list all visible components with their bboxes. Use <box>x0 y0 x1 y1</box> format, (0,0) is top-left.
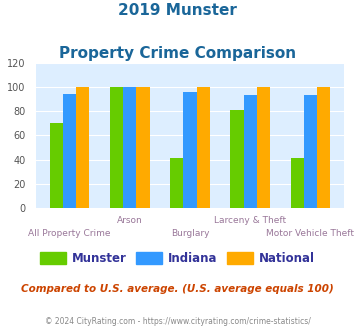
Bar <box>257 87 270 208</box>
Bar <box>63 94 76 208</box>
Bar <box>170 158 183 208</box>
Text: Property Crime Comparison: Property Crime Comparison <box>59 46 296 61</box>
Text: Burglary: Burglary <box>171 229 209 238</box>
Bar <box>230 110 244 208</box>
Bar <box>183 92 197 208</box>
Text: © 2024 CityRating.com - https://www.cityrating.com/crime-statistics/: © 2024 CityRating.com - https://www.city… <box>45 317 310 326</box>
Bar <box>123 87 136 208</box>
Text: All Property Crime: All Property Crime <box>28 229 111 238</box>
Legend: Munster, Indiana, National: Munster, Indiana, National <box>36 247 320 269</box>
Text: Arson: Arson <box>117 216 143 225</box>
Text: Motor Vehicle Theft: Motor Vehicle Theft <box>267 229 354 238</box>
Bar <box>110 87 123 208</box>
Bar <box>290 158 304 208</box>
Bar <box>136 87 149 208</box>
Bar <box>244 95 257 208</box>
Bar <box>304 95 317 208</box>
Text: Compared to U.S. average. (U.S. average equals 100): Compared to U.S. average. (U.S. average … <box>21 284 334 294</box>
Text: 2019 Munster: 2019 Munster <box>118 3 237 18</box>
Bar <box>317 87 330 208</box>
Bar <box>76 87 89 208</box>
Bar <box>50 123 63 208</box>
Text: Larceny & Theft: Larceny & Theft <box>214 216 286 225</box>
Bar <box>197 87 210 208</box>
